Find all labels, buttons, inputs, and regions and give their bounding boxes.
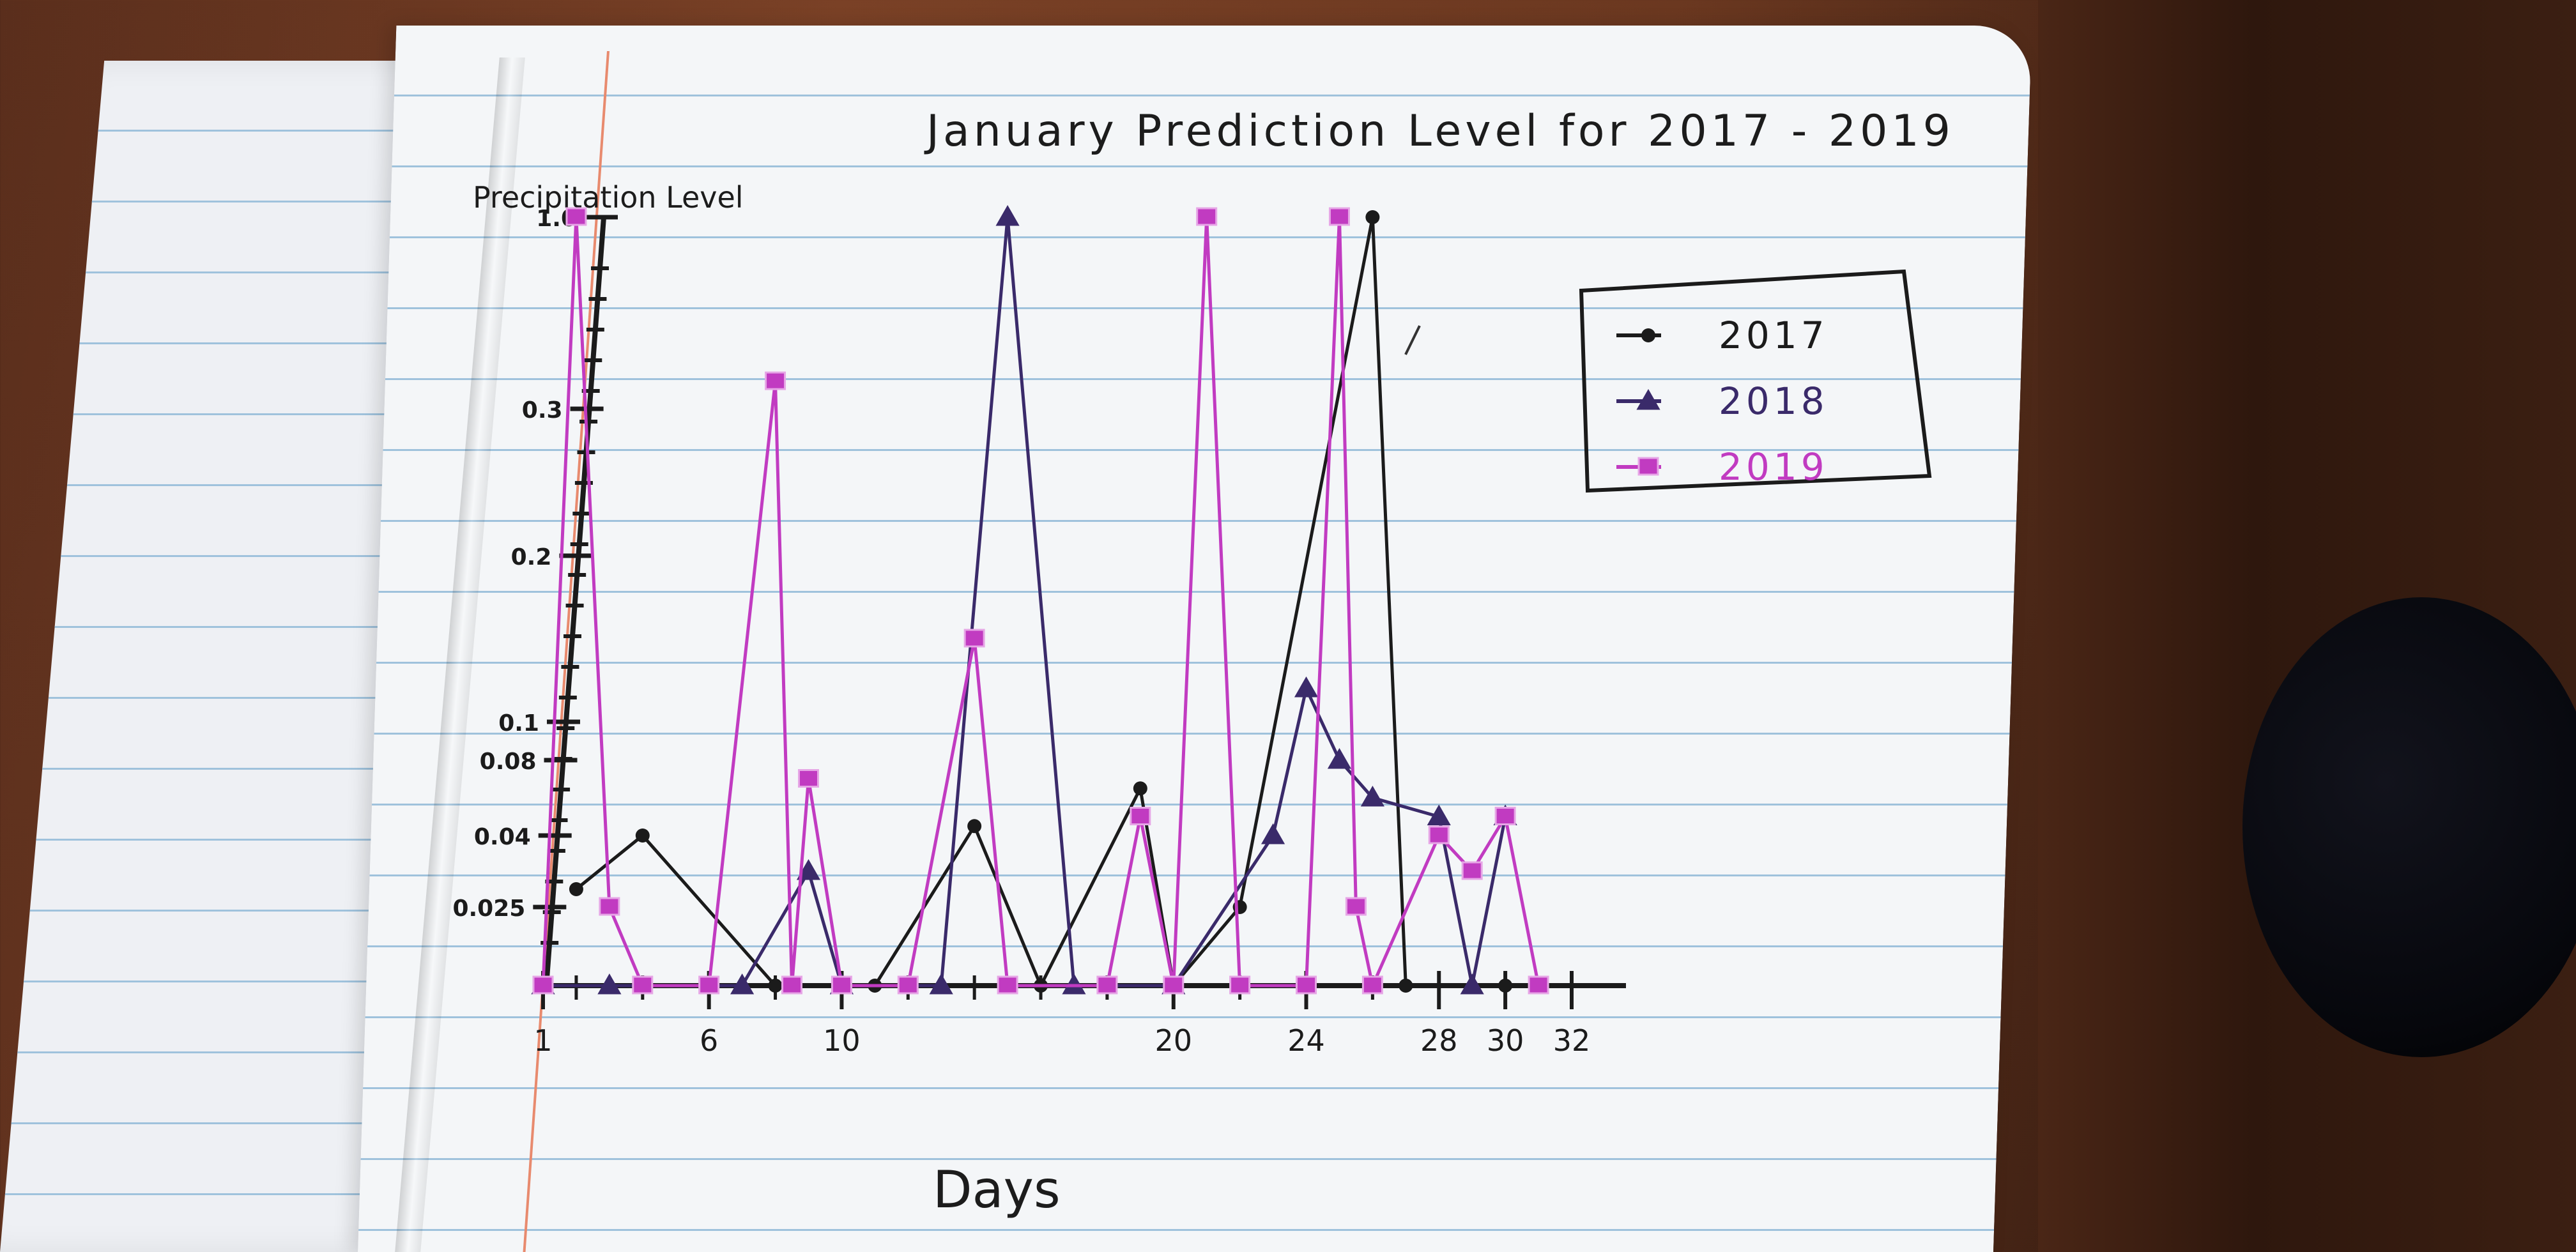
data-point-2017 [967,819,982,834]
series-layer [531,204,1549,995]
data-point-2019 [1096,975,1118,995]
data-point-2019 [897,975,919,995]
x-tick-label: 10 [823,1023,861,1058]
data-point-2018 [1427,804,1451,825]
data-point-2018 [597,973,622,995]
data-point-2019 [781,975,803,995]
data-point-2018 [730,973,755,995]
legend-box [1579,269,1932,493]
data-point-2019 [1461,861,1483,880]
data-point-2017 [768,979,783,993]
data-point-2017 [1365,210,1380,224]
data-point-2019 [831,975,852,995]
legend-marker-2019 [1637,457,1659,476]
data-point-2018 [1460,973,1484,995]
data-point-2019 [565,207,587,226]
x-tick-label: 30 [1487,1023,1524,1058]
dark-round-object [2242,597,2576,1057]
data-point-2019 [1494,807,1516,825]
x-axis-label: Days [933,1160,1061,1219]
data-point-2019 [997,975,1018,995]
data-point-2019 [698,975,720,995]
x-tick-label: 32 [1553,1023,1591,1058]
data-point-2019 [797,769,819,788]
data-point-2018 [1360,785,1384,807]
data-point-2018 [796,859,821,880]
legend-marker-2018 [1636,388,1660,410]
data-point-2019 [1361,975,1383,995]
x-tick-label: 1 [533,1023,552,1058]
data-point-2019 [1428,825,1450,844]
data-point-2019 [1528,975,1549,995]
data-point-2019 [1196,207,1218,226]
data-point-2019 [1229,975,1251,995]
data-point-2017 [1399,979,1413,993]
chart-title: January Prediction Level for 2017 - 2019 [924,106,1954,156]
data-point-2018 [995,204,1020,226]
y-axis-line [544,217,606,988]
data-point-2018 [1261,823,1285,844]
legend-label-2019: 2019 [1719,445,1828,489]
data-point-2019 [1345,897,1367,916]
data-point-2019 [1130,807,1151,825]
y-tick-label: 0.2 [511,544,552,570]
x-tick-label: 28 [1420,1023,1458,1058]
x-tick-label: 24 [1287,1023,1325,1058]
y-tick-label: 0.08 [480,749,537,775]
y-tick-label: 0.3 [522,397,563,424]
series-line-2018 [543,215,1507,988]
data-point-2017 [635,828,650,843]
y-tick-label: 0.1 [498,710,539,737]
series-2019 [532,207,1549,995]
y-tick-label: 0.025 [452,896,525,922]
data-point-2019 [599,897,620,916]
data-point-2019 [1163,975,1184,995]
legend-marker-2017 [1641,328,1655,342]
legend: 2017 2018 2019 [1579,269,1932,493]
y-axis-label: Precipitation Level [473,180,744,215]
data-point-2017 [1133,781,1147,796]
data-point-2018 [1327,747,1352,769]
legend-label-2017: 2017 [1719,314,1828,357]
data-point-2019 [1296,975,1317,995]
pencil-stroke [1404,325,1421,355]
data-point-2019 [765,371,786,390]
data-point-2017 [569,882,583,896]
series-2018 [531,204,1517,995]
data-point-2019 [532,975,554,995]
data-point-2019 [632,975,654,995]
data-point-2017 [1498,979,1513,993]
legend-entries: 2017 2018 2019 [1616,314,1828,489]
data-point-2018 [929,973,953,995]
data-point-2019 [1328,207,1350,226]
legend-label-2018: 2018 [1719,379,1828,423]
data-point-2019 [963,629,985,648]
series-line-2017 [575,215,1506,988]
y-tick-label: 0.04 [474,824,531,850]
x-tick-label: 6 [700,1023,718,1058]
x-tick-label: 20 [1155,1023,1193,1058]
data-point-2018 [1294,676,1319,698]
